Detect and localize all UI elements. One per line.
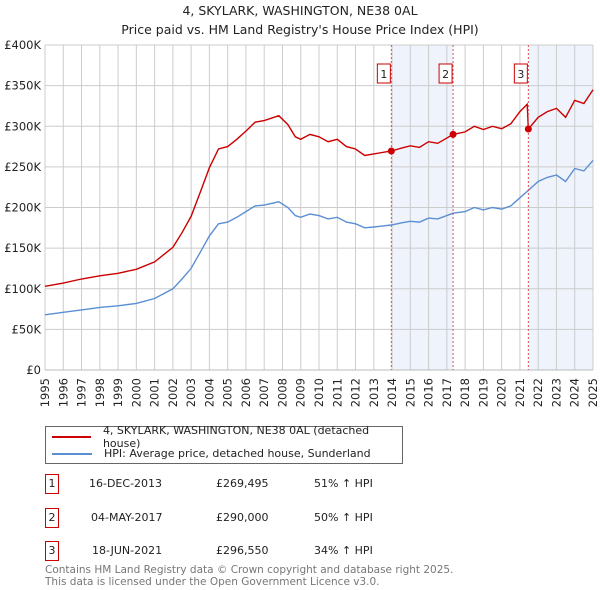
sale-row: 3 18-JUN-2021 £296,550 34% ↑ HPI [45,541,445,561]
legend-item-hpi: HPI: Average price, detached house, Sund… [52,445,371,462]
sale-marker-label: 1 [380,68,387,81]
x-tick-label: 2007 [257,378,271,407]
sale-price: £296,550 [216,544,269,557]
sale-row: 1 16-DEC-2013 £269,495 51% ↑ HPI [45,474,445,494]
x-tick-label: 2003 [184,378,198,407]
y-tick-label: £50K [12,322,42,336]
footer-licence: This data is licensed under the Open Gov… [45,575,380,588]
sale-point [524,125,532,133]
sale-row: 2 04-MAY-2017 £290,000 50% ↑ HPI [45,508,445,528]
sale-price: £269,495 [216,477,269,490]
chart-title: 4, SKYLARK, WASHINGTON, NE38 0AL [182,3,417,18]
x-tick-label: 1997 [75,378,89,407]
sale-hpi: 50% ↑ HPI [314,511,373,524]
sale-badge: 3 [45,541,59,561]
x-tick-label: 1999 [111,378,125,407]
x-tick-label: 1995 [38,378,52,407]
y-tick-label: £400K [4,38,41,52]
sale-date: 04-MAY-2017 [91,511,163,524]
y-tick-label: £200K [4,201,41,215]
y-tick-label: £100K [4,282,41,296]
x-tick-label: 2013 [367,378,381,407]
x-tick-label: 1998 [93,378,107,407]
x-tick-label: 2001 [148,378,162,407]
y-tick-label: £0 [26,363,41,377]
chart-subtitle: Price paid vs. HM Land Registry's House … [121,22,478,37]
legend-swatch-hpi [52,452,92,455]
legend-item-property: 4, SKYLARK, WASHINGTON, NE38 0AL (detach… [52,424,402,450]
sale-marker-badge [513,63,528,84]
x-tick-label: 2011 [330,378,344,407]
hpi-line [44,159,594,316]
x-tick-label: 2002 [166,378,180,407]
x-tick-label: 2015 [403,378,417,407]
x-tick-label: 2017 [440,378,454,407]
sale-hpi: 34% ↑ HPI [314,544,373,557]
footer-copyright: Contains HM Land Registry data © Crown c… [45,564,454,576]
x-tick-label: 2012 [349,378,363,407]
x-tick-label: 2008 [275,378,289,407]
y-tick-label: £300K [4,119,41,133]
x-tick-label: 2024 [568,378,582,407]
x-tick-label: 2016 [422,378,436,407]
legend-swatch-property [52,435,91,438]
x-tick-label: 2014 [385,378,399,407]
x-tick-label: 2019 [476,378,490,407]
x-tick-label: 2022 [531,378,545,407]
sale-date: 16-DEC-2013 [89,477,163,490]
x-tick-label: 2005 [221,378,235,407]
sale-marker-label: 3 [517,68,524,81]
property-price-line [44,89,594,287]
sale-marker-badge [438,63,453,84]
x-tick-label: 2021 [513,378,527,407]
x-tick-label: 2009 [294,378,308,407]
x-tick-label: 2018 [458,378,472,407]
sale-marker-badge [376,63,391,84]
x-tick-label: 2023 [549,378,563,407]
x-tick-label: 2010 [312,378,326,407]
x-tick-label: 2006 [239,378,253,407]
y-tick-label: £350K [4,79,41,93]
x-tick-label: 2004 [202,378,216,407]
x-tick-label: 1996 [56,378,70,407]
y-tick-label: £250K [4,160,41,174]
x-tick-label: 2025 [586,378,600,407]
sale-date: 18-JUN-2021 [92,544,163,557]
footer: Contains HM Land Registry data © Crown c… [45,564,454,588]
sale-hpi: 51% ↑ HPI [314,477,373,490]
legend-label-property: 4, SKYLARK, WASHINGTON, NE38 0AL (detach… [102,423,370,450]
price-chart: 4, SKYLARK, WASHINGTON, NE38 0AL Price p… [4,3,600,407]
x-tick-label: 2020 [495,378,509,407]
sale-badge: 2 [45,508,59,528]
legend: 4, SKYLARK, WASHINGTON, NE38 0AL (detach… [45,424,403,464]
legend-label-hpi: HPI: Average price, detached house, Sund… [104,447,371,460]
sale-badge: 1 [45,474,59,494]
x-tick-label: 2000 [129,378,143,407]
sale-point [449,130,457,138]
sale-price: £290,000 [216,511,269,524]
sale-marker-label: 2 [442,68,449,81]
sale-point [387,147,395,155]
y-tick-label: £150K [4,241,41,255]
